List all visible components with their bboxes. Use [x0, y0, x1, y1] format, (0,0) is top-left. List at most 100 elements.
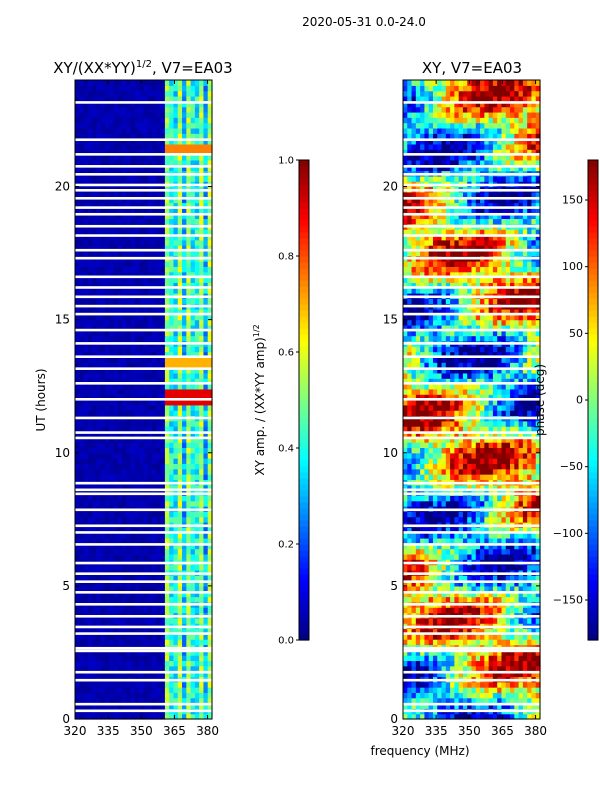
left-cell: [117, 628, 123, 635]
left-cell: [75, 500, 80, 507]
left-cell: [152, 452, 157, 459]
left-cell: [122, 213, 127, 220]
left-cell: [126, 655, 132, 662]
right-cell: [403, 617, 408, 624]
right-cell: [488, 580, 494, 587]
left-cell: [177, 314, 183, 321]
right-cell: [432, 681, 438, 688]
left-cell: [152, 580, 157, 587]
left-cell: [117, 282, 123, 289]
left-cell: [117, 229, 123, 236]
right-cell: [428, 553, 434, 560]
left-cell: [139, 585, 145, 592]
left-cell: [152, 564, 157, 571]
left-cell: [130, 271, 136, 278]
left-cell: [186, 713, 192, 720]
right-cell: [471, 665, 477, 672]
left-cell: [186, 101, 192, 108]
left-cell: [182, 633, 187, 640]
left-cell: [169, 655, 175, 662]
left-cell: [83, 95, 89, 102]
left-cell: [100, 351, 106, 358]
left-cell: [194, 484, 200, 491]
right-cell: [458, 596, 464, 603]
right-cell: [510, 617, 515, 624]
left-cell: [96, 356, 102, 363]
right-cell: [484, 607, 490, 614]
left-cell: [96, 495, 102, 502]
left-cell: [100, 239, 106, 246]
left-cell: [182, 404, 187, 411]
left-cell: [139, 90, 145, 97]
right-cell: [415, 607, 421, 614]
left-cell: [182, 277, 187, 283]
left-cell: [134, 234, 140, 241]
left-cell: [190, 580, 196, 587]
right-cell: [432, 591, 438, 598]
left-cell: [182, 90, 187, 97]
left-cell: [96, 207, 102, 214]
left-cell: [83, 500, 89, 507]
left-cell: [199, 106, 205, 113]
left-cell: [186, 127, 192, 134]
left-cell: [194, 692, 200, 699]
right-cell: [403, 649, 408, 656]
left-flagged-row: [75, 286, 212, 289]
left-cell: [194, 585, 200, 592]
right-cell: [475, 665, 481, 672]
right-cell: [458, 575, 464, 582]
left-cell: [134, 356, 140, 363]
left-cell: [177, 202, 183, 209]
left-cell: [160, 335, 166, 342]
right-cell: [501, 628, 507, 635]
left-cell: [96, 245, 102, 251]
right-cell: [505, 713, 511, 720]
right-cell: [415, 660, 421, 667]
left-cell: [164, 175, 170, 182]
left-cell: [160, 452, 166, 459]
left-cell: [199, 218, 205, 225]
left-cell: [109, 484, 115, 491]
left-cell: [186, 197, 192, 204]
right-cell: [467, 575, 473, 582]
left-cell: [199, 410, 205, 417]
right-cell: [467, 553, 473, 560]
left-cell: [126, 106, 132, 113]
left-cell: [79, 607, 85, 614]
left-cell: [100, 500, 106, 507]
left-cell: [109, 553, 115, 560]
left-cell: [177, 266, 183, 273]
left-cell: [156, 143, 162, 150]
right-cell: [531, 713, 537, 720]
left-cell: [96, 436, 102, 443]
right-cell: [514, 703, 520, 709]
left-cell: [92, 229, 98, 236]
left-cell: [92, 564, 98, 571]
left-cell: [169, 442, 175, 449]
left-cell: [126, 660, 132, 667]
left-cell: [203, 713, 209, 720]
left-cell: [87, 655, 93, 662]
left-cell: [160, 95, 166, 102]
left-cell: [92, 159, 98, 166]
left-cell: [122, 575, 127, 582]
left-cell: [122, 149, 127, 156]
left-cell: [126, 149, 132, 156]
left-cell: [177, 388, 183, 395]
left-cell: [164, 122, 170, 129]
left-cell: [92, 245, 98, 251]
left-cell: [134, 468, 140, 475]
left-cell: [134, 308, 140, 315]
left-cell: [117, 404, 123, 411]
left-cell: [96, 500, 102, 507]
left-cell: [92, 410, 98, 417]
left-cell: [152, 458, 157, 464]
right-cell: [471, 692, 477, 699]
left-cell: [147, 122, 153, 129]
left-cell: [182, 319, 187, 326]
left-cell: [100, 165, 106, 172]
left-cell: [147, 671, 153, 677]
right-cell: [458, 681, 464, 688]
left-cell: [160, 399, 166, 406]
left-cell: [156, 138, 162, 145]
